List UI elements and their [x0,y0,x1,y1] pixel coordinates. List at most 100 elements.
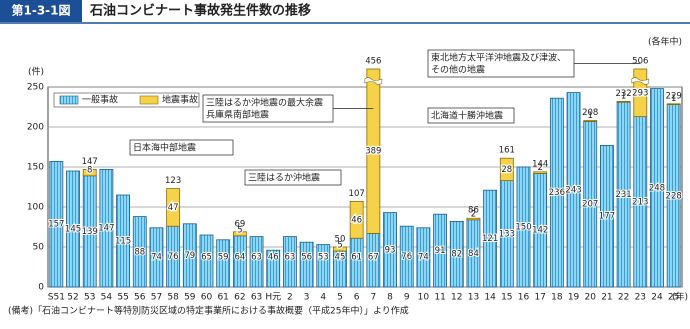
x-tick-label: 23 [635,293,646,303]
source: (備考)「石油コンビナート等特別防災区域の特定事業所における事故概要（平成25年… [8,305,409,317]
bar-general [650,88,664,288]
value-label: 65 [201,253,212,263]
bar-earthquake [499,157,514,181]
total-label: 86 [468,206,479,216]
x-tick-label: 62 [234,293,245,303]
value-label: 293 [632,88,648,98]
bar-general [99,168,114,288]
y-axis-label: (件) [28,66,44,78]
x-tick-label: 25 [668,293,679,303]
x-tick-label: 60 [201,293,213,303]
total-label: 506 [632,57,648,67]
value-label: 82 [451,250,462,260]
x-tick-label: 11 [434,293,445,303]
bar-general [600,144,614,288]
value-label: 207 [582,200,598,210]
title: 石油コンビナート事故発生件数の推移 [89,3,311,19]
annotation-box [202,94,334,123]
period-note: (各年中) [648,36,682,48]
annotation: 北海道十勝沖地震 [431,110,503,122]
value-label: 74 [418,253,429,263]
x-tick-label: 13 [468,293,479,303]
value-label: 231 [615,190,631,200]
annotation-box [244,169,342,186]
bar-general [116,194,130,288]
figure-number: 第1-3-1図 [11,3,70,18]
bar-earthquake [232,231,247,237]
value-label: 177 [599,212,615,222]
value-label: 147 [98,224,114,234]
bar-general [66,170,80,288]
value-label: 2 [471,209,476,219]
annotation: 三陸はるか沖地震 [248,172,320,184]
total-label: 229 [666,91,682,101]
value-label: 150 [515,223,531,233]
value-label: 139 [82,227,98,237]
value-label: 74 [151,253,162,263]
value-label: 88 [134,247,145,257]
legend-label: 一般事故 [82,94,118,106]
y-tick-label: 250 [27,83,44,93]
bar-general [399,225,414,288]
x-tick-label: 19 [568,293,580,303]
bar-general [216,239,231,288]
bar-earthquake [616,101,631,103]
total-label: 50 [335,235,346,245]
x-tick-label: 10 [418,293,430,303]
bar-general [266,249,281,288]
y-tick-label: 200 [27,123,44,133]
total-label: 123 [165,176,181,186]
annotation: 兵庫県南部地震 [206,109,269,121]
value-label: 2 [537,163,542,173]
value-label: 28 [501,165,512,175]
x-tick-label: 58 [167,293,179,303]
value-label: 213 [632,197,648,207]
value-label: 145 [65,225,81,235]
x-tick-label: 16 [518,293,530,303]
x-tick-label: 55 [117,293,128,303]
bar-general [132,216,147,288]
x-tick-label: 52 [67,293,78,303]
value-label: 142 [532,226,548,236]
value-label: 79 [184,251,195,261]
value-label: 1 [671,94,676,104]
bar-general [49,160,64,288]
x-tick-label: 21 [601,293,612,303]
bar-general [549,97,564,288]
x-tick-label: S51 [48,293,65,303]
legend-box [53,92,200,108]
x-tick-label: 14 [484,293,496,303]
legend-swatch [59,95,79,105]
x-tick-label: 6 [354,293,360,303]
value-label: 61 [351,253,362,263]
bar-earthquake [583,120,598,122]
figure-badge [0,0,82,22]
y-tick-label: 100 [27,203,44,213]
bar-general [182,223,197,288]
x-tick-label: 4 [320,293,326,303]
y-tick-label: 150 [27,163,44,173]
bar-general [199,234,214,288]
x-tick-label: 8 [387,293,393,303]
x-tick-label: 17 [534,293,545,303]
bar-general [149,227,164,288]
bar-general [349,237,364,288]
bar-earthquake [333,246,347,252]
legend-swatch [139,95,159,105]
bar-general [249,236,264,288]
total-label: 232 [615,89,631,99]
value-label: 133 [499,229,515,239]
value-label: 46 [351,215,362,225]
value-label: 59 [218,253,229,263]
value-label: 1 [588,111,593,121]
y-tick-label: 0 [38,283,44,293]
value-label: 1 [621,92,626,102]
total-label: 107 [349,189,365,199]
bar-earthquake [466,217,481,221]
value-label: 64 [234,253,245,263]
total-label: 144 [532,159,548,169]
total-label: 456 [365,57,381,67]
x-tick-label: H元 [265,293,281,303]
bar-earthquake [349,200,364,239]
x-axis-label: (年) [672,291,688,303]
